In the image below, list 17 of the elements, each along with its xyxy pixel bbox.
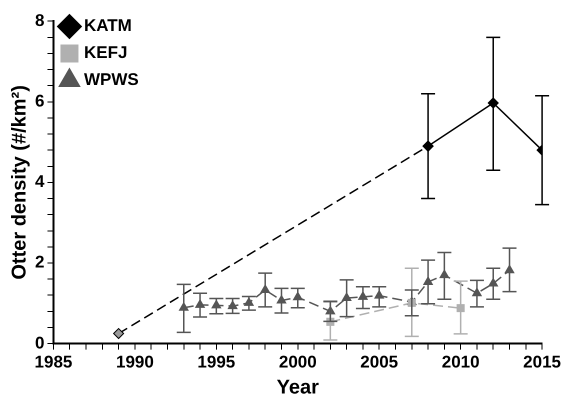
legend-label: KATM	[84, 16, 132, 36]
y-axis-title: Otter density (#/km²)	[8, 85, 31, 280]
y-tick-label: 6	[34, 91, 44, 110]
x-tick-label: 2005	[360, 352, 398, 372]
y-tick-label: 4	[34, 172, 45, 192]
x-tick-label: 2015	[523, 352, 562, 372]
x-tick-label: 1995	[197, 352, 236, 372]
x-axis-title: Year	[276, 376, 320, 399]
x-tick-label: 1985	[34, 352, 72, 372]
legend-label: KEFJ	[84, 43, 128, 62]
x-tick-label: 1990	[116, 352, 154, 372]
x-tick-label: 2010	[442, 352, 480, 372]
y-tick-label: 0	[34, 333, 44, 352]
y-tick-label: 2	[34, 252, 44, 272]
y-tick-label: 8	[34, 10, 44, 30]
x-tick-label: 2000	[278, 352, 317, 372]
legend-label: WPWS	[84, 70, 139, 90]
